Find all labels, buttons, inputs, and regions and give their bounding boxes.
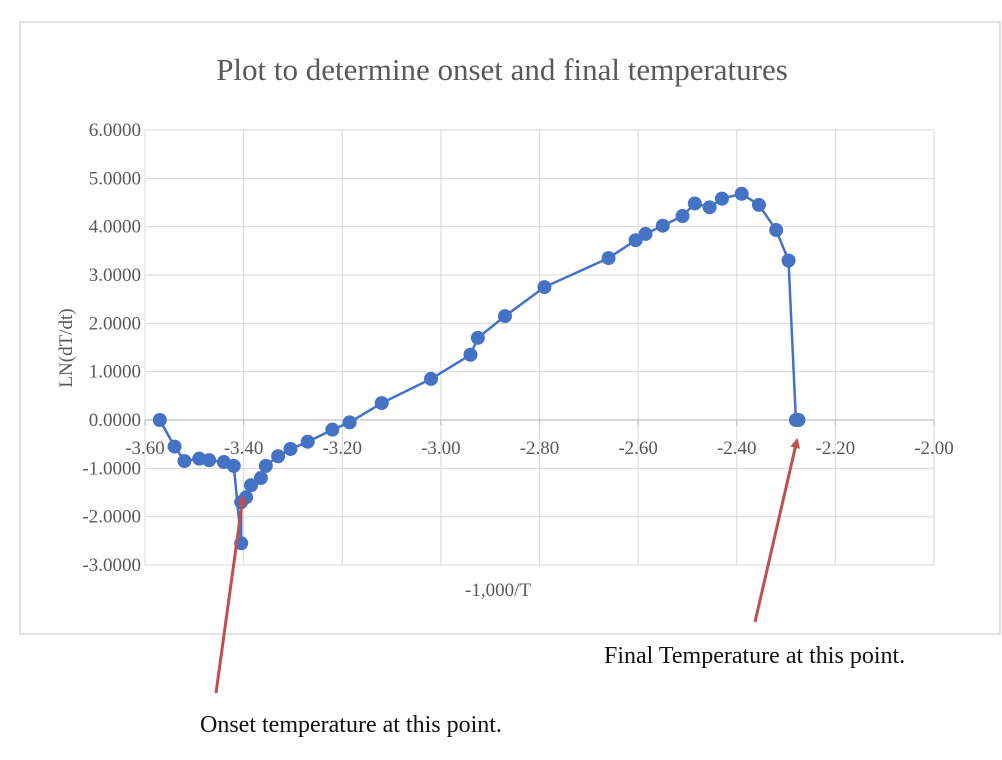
data-point: [152, 413, 167, 427]
data-point: [244, 478, 259, 493]
x-tick-label: -2.00: [914, 438, 954, 459]
final-arrow: [753, 438, 801, 623]
data-point: [325, 422, 340, 437]
x-tick-label: -2.40: [717, 438, 757, 459]
data-point: [781, 253, 796, 268]
x-tick-label: -3.60: [125, 438, 165, 459]
data-point: [537, 280, 552, 295]
data-point: [638, 226, 653, 241]
y-tick-label: 5.0000: [89, 168, 141, 189]
x-tick-label: -2.20: [816, 438, 856, 459]
y-tick-label: 0.0000: [89, 410, 141, 431]
y-tick-label: -1.0000: [82, 458, 141, 479]
y-tick-label: -3.0000: [82, 555, 141, 576]
y-tick-label: 4.0000: [89, 217, 141, 238]
data-point: [655, 218, 670, 233]
data-point: [283, 442, 298, 456]
final-annotation: Final Temperature at this point.: [604, 643, 905, 669]
data-point: [675, 209, 690, 224]
data-point: [258, 458, 273, 473]
annotations: Onset temperature at this point. Final T…: [200, 438, 905, 738]
data-point: [769, 223, 784, 238]
data-point: [734, 186, 749, 201]
chart-title: Plot to determine onset and final temper…: [216, 52, 788, 87]
data-point: [470, 330, 485, 345]
data-point: [714, 191, 729, 206]
x-axis-title: -1,000/T: [465, 580, 531, 601]
data-point: [374, 396, 389, 411]
data-point: [497, 309, 512, 324]
data-point: [300, 434, 315, 449]
y-tick-label: -2.0000: [82, 507, 141, 528]
onset-annotation: Onset temperature at this point.: [200, 712, 502, 738]
data-point: [342, 415, 357, 430]
chart-area-border: [19, 21, 1001, 635]
y-tick-label: 6.0000: [89, 120, 141, 141]
data-point: [791, 413, 806, 427]
data-point: [751, 197, 766, 212]
data-point: [177, 454, 192, 469]
y-tick-label: 1.0000: [89, 362, 141, 383]
x-tick-label: -3.00: [421, 438, 461, 459]
x-tick-label: -3.40: [224, 438, 264, 459]
data-point: [687, 196, 702, 211]
data-point: [226, 458, 241, 473]
onset-arrow: [214, 495, 247, 694]
data-point: [253, 471, 268, 485]
data-point: [271, 449, 286, 464]
data-point: [463, 347, 478, 362]
x-tick-label: -3.20: [322, 438, 362, 459]
x-tick-label: -2.80: [520, 438, 560, 459]
plot-area: -3.0000 -2.0000 -1.0000 0.0000 1.0000 2.0000 3…: [82, 120, 953, 576]
data-point: [167, 439, 182, 454]
x-tick-label: -2.60: [618, 438, 658, 459]
y-axis-title: LN(dT/dt): [56, 308, 77, 387]
data-point: [202, 453, 217, 468]
data-point: [702, 200, 717, 215]
y-tick-label: 3.0000: [89, 265, 141, 286]
data-point: [601, 251, 616, 266]
y-tick-label: 2.0000: [89, 313, 141, 334]
data-point: [424, 371, 439, 386]
